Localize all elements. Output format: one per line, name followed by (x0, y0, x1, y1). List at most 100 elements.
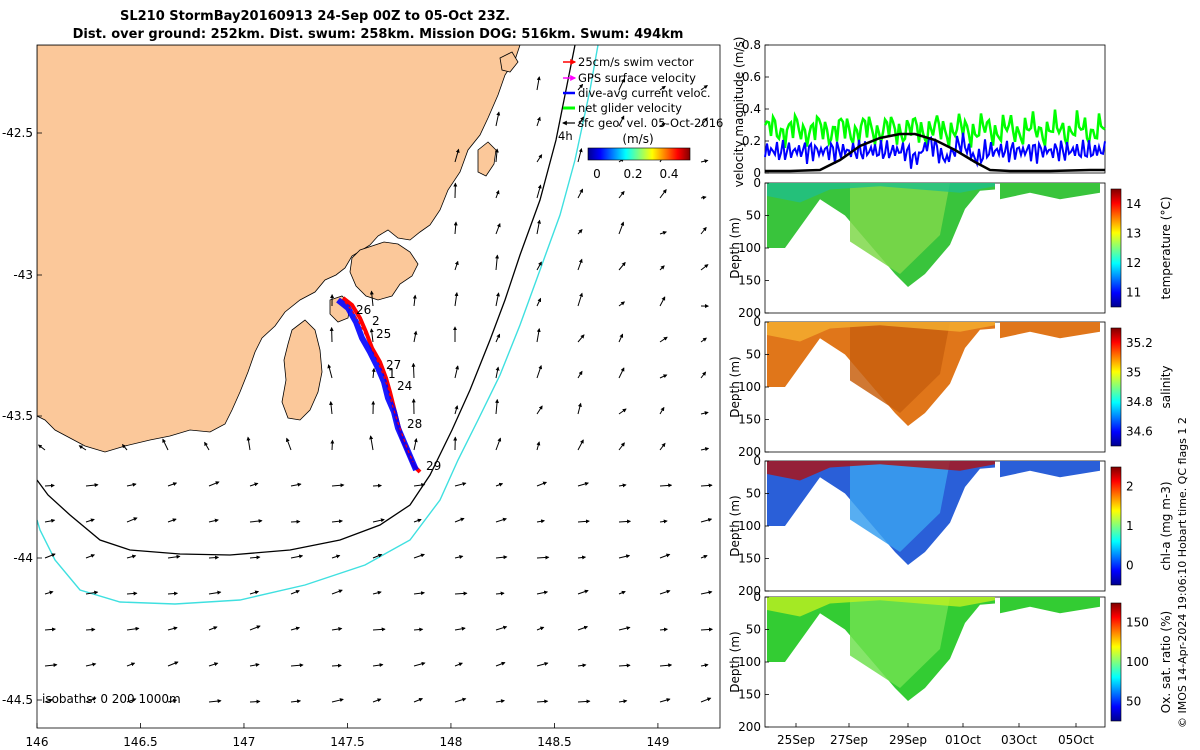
quiver-arrow (208, 662, 219, 667)
quiver-arrow (577, 663, 587, 668)
quiver-arrow (126, 591, 138, 596)
quiver-arrow (536, 219, 541, 235)
quiver-arrow (536, 184, 542, 199)
quiver-arrow (85, 590, 99, 595)
legend-item-gps-velocity: GPS surface velocity (578, 71, 696, 85)
quiver-arrow (331, 483, 345, 488)
section-colorbar (1110, 466, 1122, 586)
quiver-arrow (577, 519, 590, 524)
quiver-arrow (454, 591, 468, 596)
map-x-tick-label: 146.5 (123, 735, 157, 749)
quiver-arrow (700, 371, 707, 379)
quiver-arrow (331, 519, 343, 524)
isobath-1000 (37, 45, 599, 605)
quiver-arrow (700, 85, 708, 91)
section-colorbar-tick: 35.2 (1126, 336, 1153, 350)
map-colorbar-tick-0: 0 (593, 167, 601, 181)
quiver-arrow (536, 364, 543, 379)
section-colorbar-tick: 1 (1126, 519, 1134, 533)
quiver-arrow (577, 116, 584, 127)
quiver-arrow (536, 481, 548, 487)
track-day-label: 1 (388, 367, 396, 381)
quiver-arrow (372, 483, 382, 488)
quiver-arrow (372, 698, 382, 703)
quiver-arrow (659, 406, 665, 415)
section-y-tick-label: 0 (753, 315, 761, 329)
map-y-tick-label: -43 (13, 268, 33, 282)
time-tick-label: 03Oct (1001, 733, 1037, 747)
quiver-arrow (495, 333, 501, 343)
time-tick-label: 05Oct (1058, 733, 1094, 747)
quiver-arrow (454, 148, 460, 163)
quiver-arrow (208, 626, 218, 631)
quiver-arrow (44, 663, 58, 668)
section-y-tick-label: 0 (753, 590, 761, 604)
quiver-arrow (659, 698, 671, 703)
section-colorbar (1110, 327, 1122, 447)
quiver-arrow (167, 591, 179, 596)
section-colorbar-tick: 0 (1126, 558, 1134, 572)
quiver-arrow (577, 370, 583, 379)
quiver-arrow (162, 438, 169, 451)
track-day-label: 27 (386, 358, 401, 372)
quiver-arrow (618, 590, 626, 595)
quiver-arrow (495, 661, 506, 667)
quiver-arrow (372, 553, 383, 559)
quiver-arrow (659, 483, 673, 488)
quiver-arrow (577, 439, 584, 451)
quiver-arrow (659, 627, 668, 632)
quiver-arrow (659, 231, 667, 235)
quiver-arrow (495, 591, 505, 596)
quiver-arrow (700, 627, 713, 632)
quiver-arrow (85, 627, 96, 632)
time-tick-label: 29Sep (889, 733, 927, 747)
quiver-arrow (700, 226, 707, 235)
quiver-arrow (290, 699, 302, 704)
quiver-arrow (454, 260, 459, 271)
quiver-arrow (700, 195, 707, 200)
map-colorbar: (m/s) 0 0.2 0.4 (587, 132, 691, 181)
map-y-tick-label: -43.5 (2, 409, 33, 423)
glider-track (336, 296, 422, 474)
quiver-arrow (454, 482, 467, 487)
quiver-arrow (577, 334, 585, 343)
quiver-arrow (618, 261, 626, 271)
quiver-arrow (372, 518, 385, 523)
quiver-arrow (700, 590, 713, 595)
quiver-arrow (618, 442, 625, 451)
quiver-arrow (167, 661, 179, 667)
quiver-arrow (659, 589, 671, 595)
quiver-arrow (167, 482, 178, 487)
quiver-arrow (700, 697, 712, 703)
time-tick-label: 25Sep (777, 733, 815, 747)
quiver-arrow (454, 697, 467, 703)
quiver-arrow (495, 222, 501, 235)
section-panel: 0 50 100 150 200 Depth (m) 34.6 34.8 35 35.2 salin… (728, 315, 1173, 459)
section-colorbar-tick: 11 (1126, 285, 1141, 299)
track-day-label: 29 (426, 459, 441, 473)
quiver-arrow (412, 294, 417, 307)
section-colorbar-label: salinity (1159, 365, 1173, 408)
map-x-tick-label: 147.5 (330, 735, 364, 749)
quiver-arrow (249, 555, 261, 560)
quiver-arrow (126, 626, 140, 631)
velocity-tick-label: 0.8 (742, 38, 761, 52)
quiver-arrow (44, 553, 56, 559)
quiver-arrow (85, 697, 97, 703)
land-maria-island (477, 141, 497, 177)
quiver-arrow (167, 698, 178, 703)
quiver-arrow (700, 159, 709, 164)
quiver-arrow (536, 154, 543, 163)
quiver-arrow (618, 190, 625, 199)
quiver-arrow (371, 367, 376, 379)
quiver-arrow (413, 697, 424, 703)
quiver-arrow (577, 402, 582, 415)
map-x-tick-label: 146 (26, 735, 49, 749)
velocity-tick-label: 0.4 (742, 102, 761, 116)
quiver-arrow (577, 481, 589, 487)
quiver-arrow (577, 83, 584, 91)
section-y-tick-label: 200 (738, 306, 761, 320)
quiver-arrow (495, 254, 500, 271)
quiver-arrow (577, 589, 589, 595)
quiver-arrow (413, 330, 418, 343)
